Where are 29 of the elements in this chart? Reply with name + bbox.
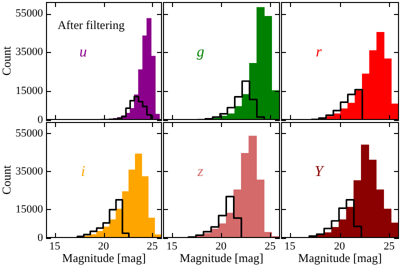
x-axis-title: Magnitude [mag] <box>180 250 264 265</box>
x-tick-label: 20 <box>216 240 228 252</box>
x-tick-label: 25 <box>264 240 276 252</box>
text: u <box>79 44 87 61</box>
x-tick-label: 15 <box>166 240 178 252</box>
y-tick-label: 15000 <box>16 84 44 97</box>
x-axis-title: Magnitude [mag] <box>62 250 146 265</box>
y-axis-title: Count <box>0 46 14 76</box>
y-tick-label: 0 <box>38 232 44 244</box>
x-tick-label: 20 <box>334 240 346 252</box>
text: z <box>196 164 204 180</box>
x-tick-label: 15 <box>49 240 61 252</box>
x-axis-title: Magnitude [mag] <box>298 250 382 265</box>
y-tick-label: 15000 <box>16 203 44 216</box>
y-tick-label: 0 <box>38 114 44 126</box>
y-axis-title: Count <box>0 164 14 195</box>
annotation: After filtering <box>58 18 125 32</box>
y-tick-label: 55000 <box>16 7 44 20</box>
text: g <box>196 44 205 61</box>
text: r <box>316 44 322 61</box>
x-tick-label: 15 <box>284 240 296 252</box>
text: Y <box>314 164 325 180</box>
x-tick-label: 20 <box>98 240 110 252</box>
text: i <box>81 164 86 180</box>
x-tick-label: 25 <box>384 240 396 252</box>
y-tick-label: 35000 <box>16 46 44 58</box>
y-tick-label: 35000 <box>16 165 44 178</box>
y-tick-label: 55000 <box>16 127 44 140</box>
x-tick-label: 25 <box>146 240 158 252</box>
